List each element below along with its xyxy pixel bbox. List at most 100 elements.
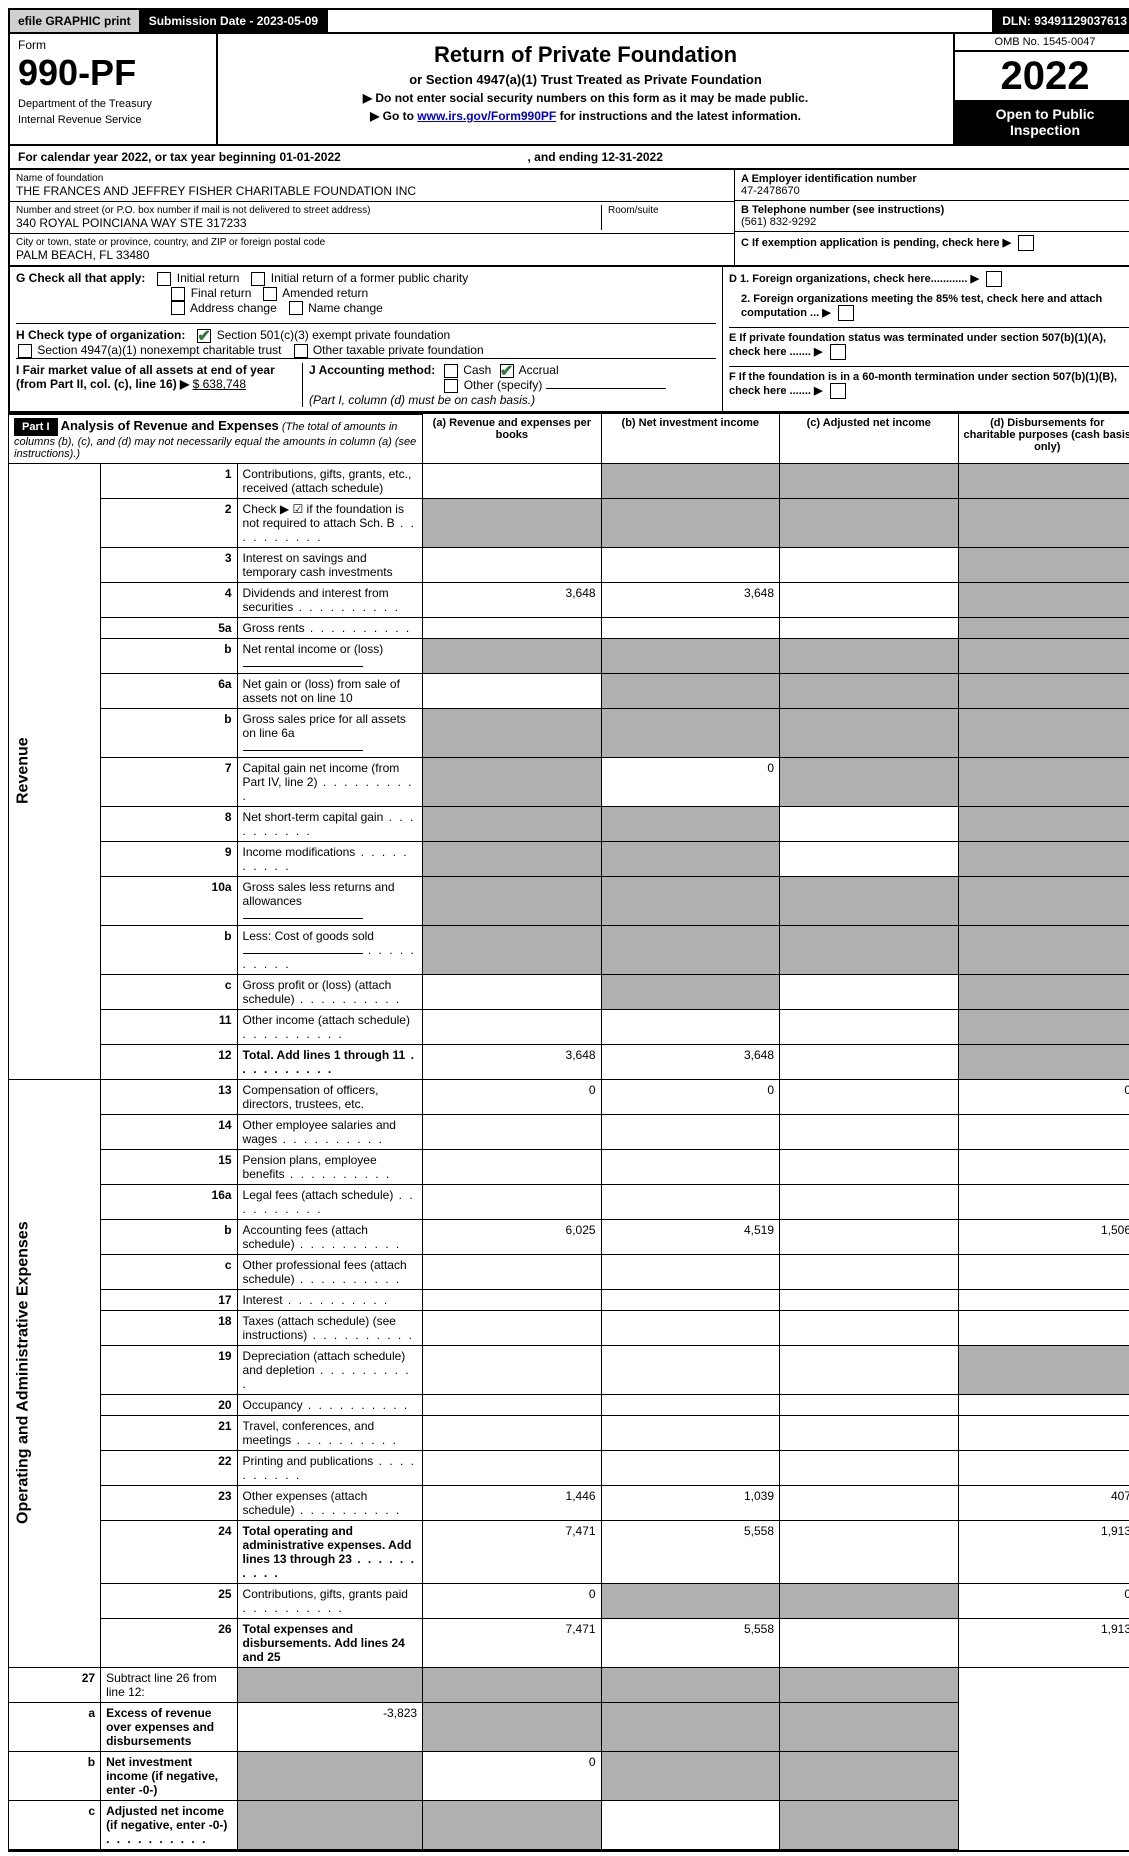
cb-initial-former[interactable] bbox=[251, 272, 265, 286]
submission-date: Submission Date - 2023-05-09 bbox=[141, 10, 328, 32]
line-description: Other expenses (attach schedule) bbox=[237, 1485, 423, 1520]
line-description: Other income (attach schedule) bbox=[237, 1009, 423, 1044]
cell-amount bbox=[780, 582, 958, 617]
cell-shaded bbox=[601, 638, 779, 673]
cell-amount bbox=[958, 1254, 1129, 1289]
line-description: Gross rents bbox=[237, 617, 423, 638]
calyear-begin: For calendar year 2022, or tax year begi… bbox=[18, 150, 341, 164]
cb-cash[interactable] bbox=[444, 364, 458, 378]
table-row: 19Depreciation (attach schedule) and dep… bbox=[9, 1345, 1129, 1394]
table-row: bGross sales price for all assets on lin… bbox=[9, 708, 1129, 757]
line-number: b bbox=[101, 1219, 237, 1254]
line-number: 6a bbox=[101, 673, 237, 708]
e-checkbox[interactable] bbox=[830, 344, 846, 360]
c-checkbox[interactable] bbox=[1018, 235, 1034, 251]
cell-shaded bbox=[601, 1583, 779, 1618]
cb-4947[interactable] bbox=[18, 344, 32, 358]
table-row: 4Dividends and interest from securities3… bbox=[9, 582, 1129, 617]
cell-shaded bbox=[601, 974, 779, 1009]
cell-amount: 0 bbox=[423, 1079, 601, 1114]
table-row: 27Subtract line 26 from line 12: bbox=[9, 1667, 1129, 1702]
j-cash: Cash bbox=[463, 363, 491, 377]
line-description: Net gain or (loss) from sale of assets n… bbox=[237, 673, 423, 708]
cell-shaded bbox=[423, 876, 601, 925]
foundation-info: Name of foundation THE FRANCES AND JEFFR… bbox=[8, 170, 1129, 267]
line-number: 4 bbox=[101, 582, 237, 617]
line-number: 17 bbox=[101, 1289, 237, 1310]
efile-print-label[interactable]: efile GRAPHIC print bbox=[10, 10, 141, 32]
table-row: Operating and Administrative Expenses13C… bbox=[9, 1079, 1129, 1114]
cb-address-change[interactable] bbox=[171, 301, 185, 315]
sub-date-value: 2023-05-09 bbox=[257, 14, 318, 28]
cb-accrual[interactable] bbox=[500, 364, 514, 378]
cell-amount bbox=[780, 1114, 958, 1149]
form-header: Form 990-PF Department of the Treasury I… bbox=[8, 34, 1129, 146]
f-checkbox[interactable] bbox=[830, 383, 846, 399]
cb-final-return[interactable] bbox=[171, 287, 185, 301]
cb-other-taxable[interactable] bbox=[294, 344, 308, 358]
j-note: (Part I, column (d) must be on cash basi… bbox=[309, 393, 535, 407]
cb-name-change[interactable] bbox=[289, 301, 303, 315]
table-row: 20Occupancy bbox=[9, 1394, 1129, 1415]
cell-shaded bbox=[423, 757, 601, 806]
ein-value: 47-2478670 bbox=[741, 185, 1129, 197]
line-description: Contributions, gifts, grants, etc., rece… bbox=[237, 463, 423, 498]
cell-amount: 5,558 bbox=[601, 1520, 779, 1583]
d1-checkbox[interactable] bbox=[986, 271, 1002, 287]
cell-amount bbox=[780, 547, 958, 582]
cell-amount: 1,506 bbox=[958, 1219, 1129, 1254]
cell-amount bbox=[958, 1450, 1129, 1485]
cell-amount bbox=[423, 1184, 601, 1219]
cell-amount bbox=[780, 1520, 958, 1583]
cell-amount bbox=[958, 1415, 1129, 1450]
line-description: Gross sales price for all assets on line… bbox=[237, 708, 423, 757]
cell-amount bbox=[780, 974, 958, 1009]
h-opt-2: Section 4947(a)(1) nonexempt charitable … bbox=[37, 343, 281, 357]
line-description: Travel, conferences, and meetings bbox=[237, 1415, 423, 1450]
cell-amount bbox=[423, 1415, 601, 1450]
cell-amount bbox=[601, 1394, 779, 1415]
cb-initial-return[interactable] bbox=[157, 272, 171, 286]
cell-shaded bbox=[958, 1009, 1129, 1044]
goto-pre: ▶ Go to bbox=[370, 109, 417, 123]
cell-amount bbox=[423, 1394, 601, 1415]
table-row: 8Net short-term capital gain bbox=[9, 806, 1129, 841]
d1-label: D 1. Foreign organizations, check here..… bbox=[729, 273, 967, 285]
line-number: b bbox=[101, 708, 237, 757]
irs-link[interactable]: www.irs.gov/Form990PF bbox=[417, 109, 556, 123]
line-number: 27 bbox=[9, 1667, 101, 1702]
cell-shaded bbox=[780, 1667, 958, 1702]
col-b-header: (b) Net investment income bbox=[601, 414, 779, 464]
cell-amount: 0 bbox=[601, 1079, 779, 1114]
cell-amount bbox=[601, 1415, 779, 1450]
phone-cell: B Telephone number (see instructions) (5… bbox=[735, 201, 1129, 232]
cell-shaded bbox=[780, 1583, 958, 1618]
cell-shaded bbox=[601, 925, 779, 974]
cell-amount bbox=[958, 1310, 1129, 1345]
cell-amount bbox=[601, 1254, 779, 1289]
cell-amount bbox=[423, 547, 601, 582]
line-description: Excess of revenue over expenses and disb… bbox=[101, 1702, 237, 1751]
table-row: 26Total expenses and disbursements. Add … bbox=[9, 1618, 1129, 1667]
cell-shaded bbox=[958, 617, 1129, 638]
g-opt-0: Initial return bbox=[177, 271, 240, 285]
cell-amount bbox=[601, 547, 779, 582]
table-row: 11Other income (attach schedule) bbox=[9, 1009, 1129, 1044]
cell-amount bbox=[601, 1345, 779, 1394]
line-number: b bbox=[101, 638, 237, 673]
cell-amount bbox=[601, 1114, 779, 1149]
line-number: 1 bbox=[101, 463, 237, 498]
cell-amount bbox=[958, 1149, 1129, 1184]
line-number: 3 bbox=[101, 547, 237, 582]
cb-other-method[interactable] bbox=[444, 379, 458, 393]
cb-amended[interactable] bbox=[263, 287, 277, 301]
ein-label: A Employer identification number bbox=[741, 173, 1129, 185]
h-label: H Check type of organization: bbox=[16, 328, 185, 342]
d2-checkbox[interactable] bbox=[838, 305, 854, 321]
cb-501c3[interactable] bbox=[197, 329, 211, 343]
d1-row: D 1. Foreign organizations, check here..… bbox=[729, 271, 1129, 287]
foundation-name-cell: Name of foundation THE FRANCES AND JEFFR… bbox=[10, 170, 734, 202]
cell-shaded bbox=[601, 708, 779, 757]
line-number: 25 bbox=[101, 1583, 237, 1618]
line-description: Less: Cost of goods sold bbox=[237, 925, 423, 974]
